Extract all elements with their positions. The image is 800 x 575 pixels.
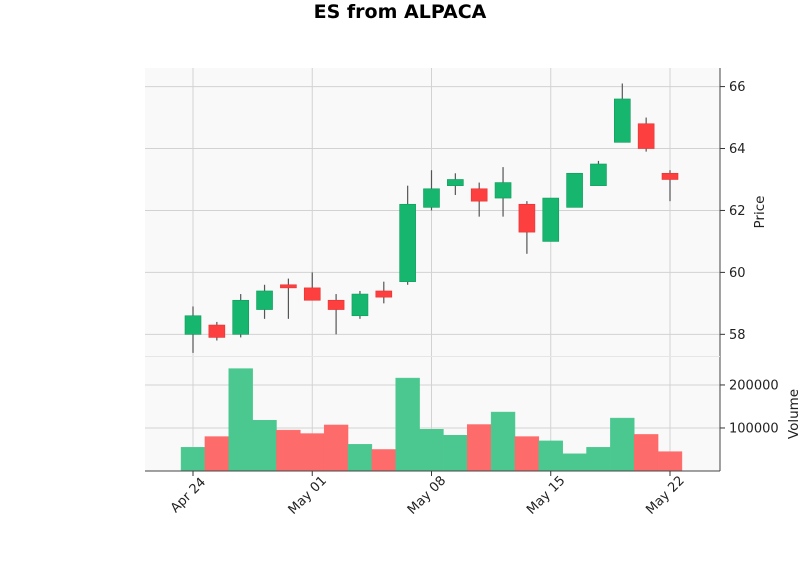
volume-tick-label: 200000 — [729, 378, 779, 393]
volume-bar — [514, 436, 540, 472]
volume-bar — [467, 424, 492, 472]
candles — [184, 83, 679, 353]
candle-body — [447, 179, 464, 186]
x-tick-label: May 01 — [286, 473, 330, 517]
x-tick-label: May 22 — [643, 473, 687, 517]
price-axis-label: Price — [752, 196, 768, 229]
candle-body — [184, 315, 202, 335]
volume-bar — [610, 417, 635, 472]
candle-body — [637, 123, 655, 149]
x-tick-label: May 08 — [405, 473, 449, 517]
candle-body — [661, 172, 679, 180]
x-tick-label: May 15 — [524, 473, 568, 517]
candle-body — [303, 287, 321, 301]
candle-body — [375, 290, 393, 298]
candle-body — [208, 324, 226, 338]
chart-title: ES from ALPACA — [314, 1, 487, 23]
price-tick-label: 66 — [729, 80, 746, 95]
candle-body — [399, 203, 416, 282]
volume-bar — [419, 429, 444, 472]
price-tick-label: 60 — [729, 266, 746, 281]
price-tick-label: 62 — [729, 204, 746, 219]
candle-body — [423, 188, 440, 208]
volume-bar — [586, 447, 611, 472]
candle-body — [256, 290, 273, 310]
volume-bar — [252, 419, 277, 472]
volume-tick-label: 100000 — [729, 421, 779, 436]
candle-body — [590, 163, 607, 186]
candle-body — [518, 203, 536, 233]
volume-bar — [371, 449, 396, 472]
volume-bar — [276, 429, 301, 472]
candle-body — [232, 299, 249, 335]
price-tick-label: 64 — [729, 142, 746, 157]
volume-bar — [657, 451, 683, 472]
volume-bar — [538, 440, 563, 472]
candle-body — [280, 284, 297, 289]
price-tick-label: 58 — [729, 328, 746, 343]
volume-bar — [395, 377, 420, 472]
volume-bar — [347, 444, 373, 472]
volume-bar — [490, 411, 516, 472]
volume-bar — [228, 368, 253, 472]
price-panel — [145, 68, 720, 356]
candle-body — [566, 172, 583, 208]
volume-bar — [180, 447, 206, 472]
volume-bar — [562, 453, 587, 472]
candle-body — [542, 197, 560, 242]
volume-bar — [633, 434, 659, 472]
volume-bar — [323, 424, 349, 472]
volume-bar — [300, 433, 325, 472]
volume-bar — [204, 436, 230, 472]
candle-body — [613, 98, 631, 143]
candle-body — [470, 188, 488, 202]
candle-body — [494, 182, 512, 199]
candle-body — [327, 299, 345, 310]
candle-body — [351, 293, 369, 317]
volume-bar — [443, 435, 468, 472]
x-tick-label: Apr 24 — [168, 475, 209, 516]
volume-axis-label: Volume — [786, 389, 800, 439]
